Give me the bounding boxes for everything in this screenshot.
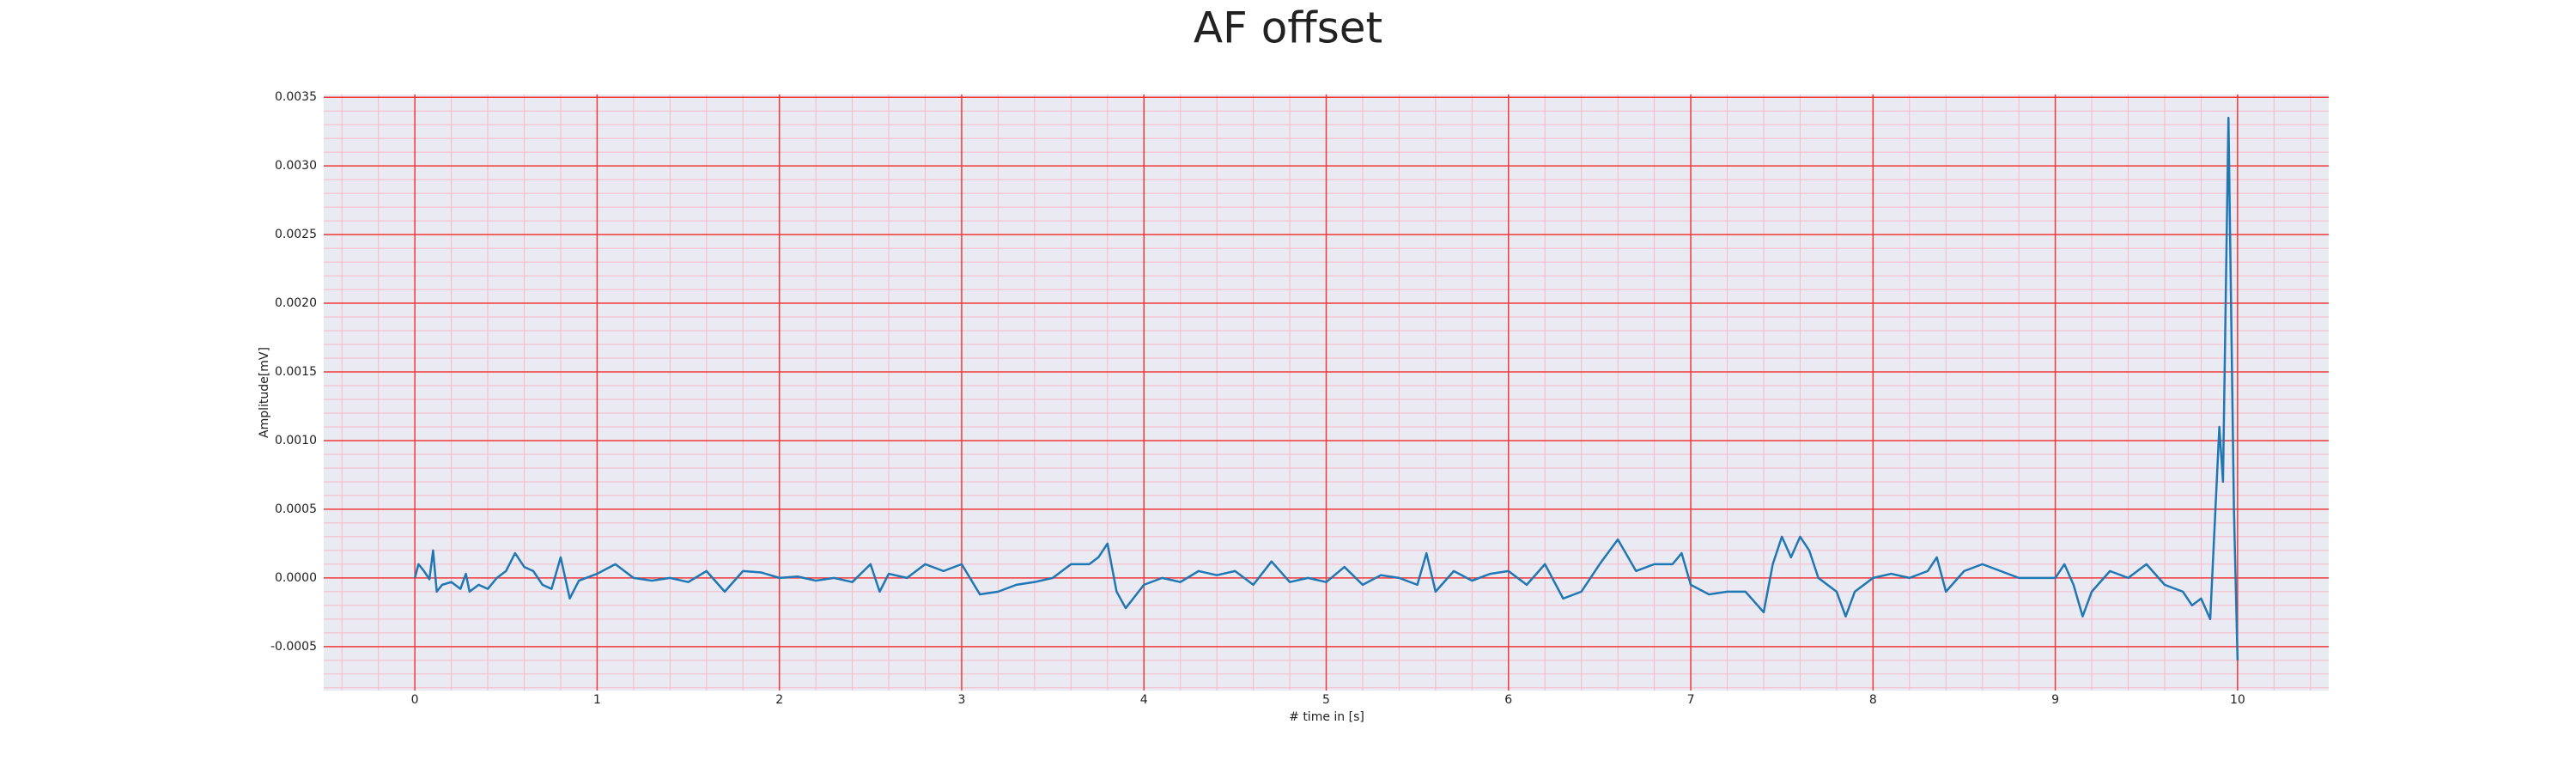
x-tick-label: 9 (2051, 693, 2059, 707)
y-tick-label: 0.0030 (275, 159, 317, 173)
y-tick-label: 0.0005 (275, 502, 317, 516)
chart-title: AF offset (1194, 3, 1382, 53)
y-tick-label: 0.0010 (275, 434, 317, 447)
x-tick-label: 3 (957, 693, 965, 707)
x-tick-label: 0 (411, 693, 419, 707)
x-tick-label: 7 (1687, 693, 1695, 707)
y-tick-label: 0.0000 (275, 571, 317, 585)
y-tick-label: 0.0025 (275, 228, 317, 241)
data-line (413, 116, 2239, 660)
x-axis-label: # time in [s] (1289, 710, 1364, 724)
x-tick-label: 10 (2230, 693, 2245, 707)
x-tick-label: 6 (1504, 693, 1512, 707)
y-tick-label: 0.0035 (275, 90, 317, 104)
y-tick-label: 0.0020 (275, 296, 317, 310)
y-tick-label: -0.0005 (270, 640, 317, 654)
x-tick-label: 4 (1140, 693, 1148, 707)
y-tick-label: 0.0015 (275, 365, 317, 379)
y-axis-label: Amplitude[mV] (258, 347, 271, 438)
x-tick-label: 1 (593, 693, 601, 707)
x-tick-label: 8 (1869, 693, 1877, 707)
x-tick-label: 2 (775, 693, 783, 707)
x-tick-label: 5 (1322, 693, 1330, 707)
